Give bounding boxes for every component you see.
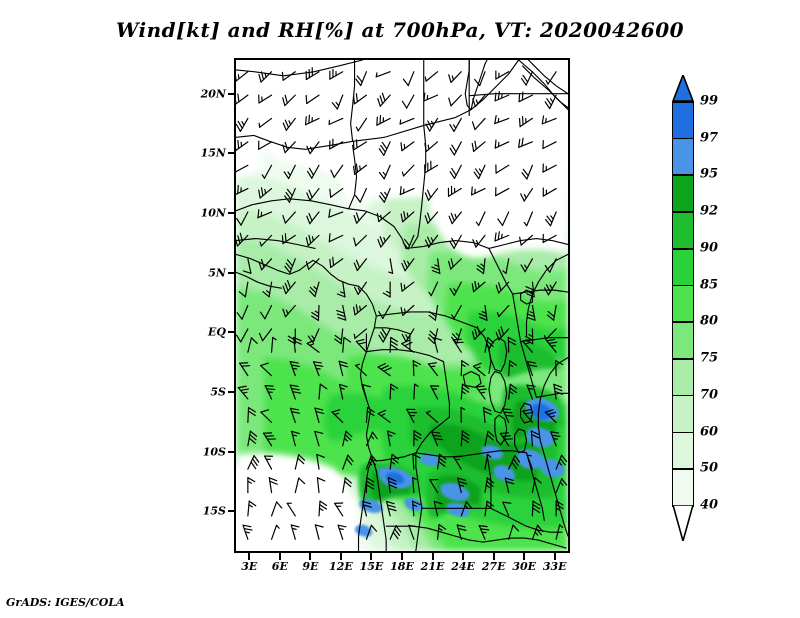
- latitude-tick-label: 20N: [200, 87, 226, 101]
- latitude-tick-mark: [228, 92, 235, 95]
- latitude-tick-mark: [228, 331, 235, 334]
- latitude-tick-mark: [228, 510, 235, 513]
- latitude-tick-mark: [228, 271, 235, 274]
- longitude-tick-label: 15E: [359, 560, 384, 573]
- colorbar-band: [672, 394, 694, 432]
- colorbar-label: 99: [700, 93, 719, 109]
- latitude-tick-mark: [228, 390, 235, 393]
- colorbar-label: 50: [700, 460, 719, 476]
- coastline-and-borders-layer: [236, 60, 568, 551]
- longitude-tick-label: 27E: [481, 560, 506, 573]
- longitude-tick-label: 9E: [302, 560, 319, 573]
- longitude-tick-mark: [553, 553, 556, 560]
- longitude-tick-label: 30E: [512, 560, 537, 573]
- colorbar-band: [672, 137, 694, 175]
- longitude-tick-label: 3E: [241, 560, 258, 573]
- longitude-tick-label: 33E: [542, 560, 567, 573]
- latitude-tick-label: 10S: [202, 445, 226, 459]
- colorbar-tick-line: [672, 174, 694, 177]
- colorbar-tick-line: [672, 137, 694, 140]
- colorbar-min-arrow: [672, 505, 694, 541]
- colorbar-label: 90: [700, 240, 719, 256]
- colorbar-tick-line: [672, 321, 694, 323]
- colorbar-label: 60: [700, 424, 719, 440]
- credit-text: GrADS: IGES/COLA: [6, 596, 125, 609]
- colorbar-band: [672, 468, 694, 505]
- longitude-tick-label: 18E: [390, 560, 414, 573]
- colorbar-tick-line: [672, 211, 694, 213]
- colorbar-label: 92: [700, 203, 719, 219]
- page-title: Wind[kt] and RH[%] at 700hPa, VT: 202004…: [115, 18, 685, 42]
- colorbar-label: 70: [700, 387, 719, 403]
- colorbar-tick-line: [672, 431, 694, 434]
- colorbar-label: 40: [700, 497, 719, 513]
- longitude-tick-mark: [370, 553, 373, 560]
- longitude-tick-mark: [462, 553, 465, 560]
- colorbar-band: [672, 101, 694, 138]
- colorbar-tick-line: [672, 468, 694, 470]
- colorbar-band: [672, 358, 694, 395]
- latitude-tick-mark: [228, 152, 235, 155]
- colorbar-tick-line: [672, 247, 694, 250]
- longitude-tick-mark: [492, 553, 495, 560]
- latitude-tick-label: 15N: [200, 146, 226, 160]
- colorbar-label: 95: [700, 166, 719, 182]
- latitude-tick-label: 15S: [202, 504, 226, 518]
- longitude-tick-label: 12E: [329, 560, 353, 573]
- longitude-tick-mark: [431, 553, 434, 560]
- colorbar-label: 85: [700, 277, 719, 293]
- longitude-tick-mark: [278, 553, 281, 560]
- longitude-tick-label: 21E: [420, 560, 445, 573]
- colorbar-band: [672, 431, 694, 469]
- colorbar-max-arrow: [672, 75, 694, 101]
- colorbar-tick-line: [672, 358, 694, 360]
- colorbar[interactable]: 40 50 60 70 75 80 85 90 92 95 97 99: [660, 70, 750, 560]
- colorbar-label: 75: [700, 350, 719, 366]
- colorbar-band: [672, 321, 694, 359]
- colorbar-label: 80: [700, 313, 719, 329]
- latitude-tick-label: EQ: [208, 325, 226, 339]
- colorbar-tick-line: [672, 284, 694, 287]
- latitude-tick-mark: [228, 212, 235, 215]
- latitude-tick-label: 10N: [200, 206, 226, 220]
- colorbar-band: [672, 174, 694, 212]
- longitude-tick-mark: [248, 553, 251, 560]
- colorbar-label: 97: [700, 130, 719, 146]
- longitude-tick-mark: [523, 553, 526, 560]
- wind-barb-layer: [236, 67, 568, 540]
- colorbar-band: [672, 247, 694, 285]
- map-plot-area: [234, 58, 570, 553]
- colorbar-tick-line: [672, 101, 694, 103]
- latitude-tick-label: 5N: [208, 266, 226, 280]
- colorbar-tick-line: [672, 394, 694, 397]
- longitude-tick-mark: [339, 553, 342, 560]
- longitude-tick-label: 6E: [271, 560, 288, 573]
- longitude-tick-mark: [309, 553, 312, 560]
- rh-shaded-field: [236, 60, 568, 551]
- colorbar-band: [672, 284, 694, 322]
- longitude-tick-mark: [401, 553, 403, 560]
- longitude-tick-label: 24E: [451, 560, 475, 573]
- latitude-tick-mark: [228, 450, 235, 453]
- colorbar-band: [672, 211, 694, 248]
- latitude-tick-label: 5S: [210, 385, 226, 399]
